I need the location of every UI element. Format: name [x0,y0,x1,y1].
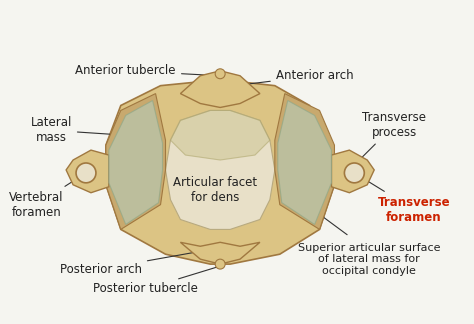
Text: Anterior tubercle: Anterior tubercle [75,64,218,77]
Polygon shape [109,100,163,225]
Text: Lateral
mass: Lateral mass [30,116,123,144]
Polygon shape [66,150,109,193]
Text: Anterior arch: Anterior arch [238,69,354,85]
Polygon shape [181,242,260,264]
Text: Transverse
process: Transverse process [361,111,426,158]
Text: Posterior tubercle: Posterior tubercle [93,267,218,295]
Circle shape [215,69,225,79]
Polygon shape [331,150,374,193]
Polygon shape [171,110,270,160]
Text: Transverse
foramen: Transverse foramen [357,174,450,224]
Text: Articular facet
for dens: Articular facet for dens [173,176,257,204]
Circle shape [345,163,365,183]
Circle shape [215,259,225,269]
Polygon shape [106,81,335,264]
Circle shape [76,163,96,183]
Polygon shape [275,94,335,229]
Polygon shape [165,110,275,229]
Text: Vertebral
foramen: Vertebral foramen [9,174,83,219]
Text: Superior articular surface
of lateral mass for
occipital condyle: Superior articular surface of lateral ma… [298,243,440,276]
Polygon shape [278,100,331,225]
Polygon shape [106,94,165,229]
Text: Posterior arch: Posterior arch [60,253,192,276]
Polygon shape [181,71,260,108]
